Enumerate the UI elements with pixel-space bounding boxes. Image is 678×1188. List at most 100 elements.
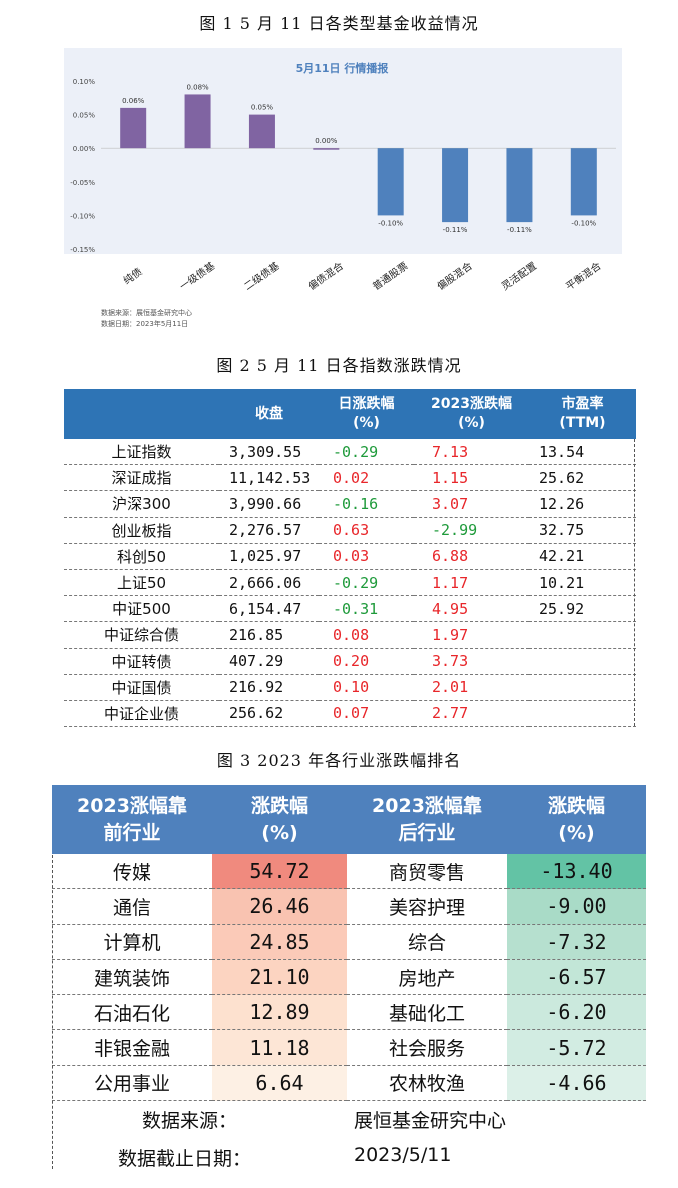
table-row: 中证企业债 256.62 0.07 2.77 [64, 700, 636, 728]
data-label: -0.10% [378, 219, 403, 227]
bottom-industry-pct: -4.66 [507, 1065, 646, 1102]
close-value: 11,142.53 [219, 464, 319, 492]
data-label: -0.11% [507, 226, 532, 234]
chart-source-note: 数据来源：展恒基金研究中心 [101, 309, 192, 317]
ytd-change: 4.95 [414, 595, 529, 623]
day-change: -0.16 [319, 490, 414, 518]
top-industry: 非银金融 [52, 1029, 212, 1066]
index-name: 中证综合债 [64, 621, 219, 649]
bar-纯债 [120, 107, 147, 149]
category-label: 偏债混合 [306, 259, 346, 293]
pe-value [529, 648, 636, 675]
day-change: 0.63 [319, 517, 414, 544]
bottom-industry: 商贸零售 [347, 854, 507, 890]
bottom-industry: 基础化工 [347, 994, 507, 1031]
bottom-industry-pct: -6.20 [507, 994, 646, 1031]
fund-return-chart: 5月11日 行情播报 0.10% 0.05% 0.00% -0.05% -0.10% -0.… [64, 48, 622, 332]
category-label: 平衡混合 [563, 259, 603, 293]
top-industry: 建筑装饰 [52, 959, 212, 996]
table-row: 上证50 2,666.06 -0.29 1.17 10.21 [64, 569, 636, 597]
day-change: 0.03 [319, 543, 414, 570]
ytd-change: 1.97 [414, 621, 529, 649]
category-label: 二级债基 [241, 259, 281, 293]
footer-source-row: 数据来源： 展恒基金研究中心 [52, 1100, 646, 1138]
table-row: 科创50 1,025.97 0.03 6.88 42.21 [64, 543, 636, 570]
table-row: 深证成指 11,142.53 0.02 1.15 25.62 [64, 464, 636, 492]
close-value: 2,276.57 [219, 517, 319, 544]
index-name: 上证指数 [64, 439, 219, 466]
figure-1-caption: 图 1 5 月 11 日各类型基金收益情况 [199, 14, 479, 33]
y-tick-label: 0.05% [73, 112, 96, 120]
fund-return-chart-svg: 5月11日 行情播报 0.10% 0.05% 0.00% -0.05% -0.10% -0.… [70, 61, 616, 293]
data-label: 0.05% [251, 104, 274, 112]
pe-value [529, 674, 636, 701]
ytd-change: 2.77 [414, 700, 529, 728]
header-top-industry: 2023涨幅靠 前行业 [52, 785, 212, 854]
figure-3-caption: 图 3 2023 年各行业涨跌幅排名 [216, 751, 462, 770]
table-row: 通信 26.46 美容护理 -9.00 [52, 888, 646, 925]
table-row: 中证500 6,154.47 -0.31 4.95 25.92 [64, 595, 636, 623]
table-right-border [634, 439, 635, 726]
pe-value [529, 621, 636, 649]
ytd-change: -2.99 [414, 517, 529, 544]
pe-value: 25.92 [529, 595, 636, 623]
header-bottom-industry: 2023涨幅靠 后行业 [347, 785, 507, 854]
bottom-industry-pct: -6.57 [507, 959, 646, 996]
industry-ranking-table: 2023涨幅靠 前行业 涨跌幅 (%) 2023涨幅靠 后行业 涨跌幅 (%) 传媒 54… [52, 785, 646, 1102]
bar-二级债基 [248, 114, 275, 149]
data-label: 0.00% [315, 137, 338, 145]
index-name: 沪深300 [64, 490, 219, 518]
chart-title: 5月11日 行情播报 [296, 61, 390, 75]
day-change: -0.29 [319, 569, 414, 597]
close-value: 6,154.47 [219, 595, 319, 623]
table-header-row: 2023涨幅靠 前行业 涨跌幅 (%) 2023涨幅靠 后行业 涨跌幅 (%) [52, 785, 646, 854]
bottom-industry-pct: -5.72 [507, 1029, 646, 1066]
table-row: 中证国债 216.92 0.10 2.01 [64, 674, 636, 701]
table-row: 计算机 24.85 综合 -7.32 [52, 924, 646, 960]
index-name: 上证50 [64, 569, 219, 597]
ytd-change: 7.13 [414, 439, 529, 466]
category-label: 纯债 [121, 265, 145, 287]
table-row: 中证综合债 216.85 0.08 1.97 [64, 621, 636, 649]
top-industry: 计算机 [52, 924, 212, 960]
top-industry: 公用事业 [52, 1065, 212, 1102]
pe-value: 12.26 [529, 490, 636, 518]
bar-平衡混合 [570, 148, 597, 216]
table-row: 上证指数 3,309.55 -0.29 7.13 13.54 [64, 439, 636, 466]
day-change: -0.29 [319, 439, 414, 466]
top-industry-pct: 54.72 [212, 854, 347, 890]
day-change: 0.07 [319, 700, 414, 728]
table-row: 中证转债 407.29 0.20 3.73 [64, 648, 636, 675]
pe-value: 13.54 [529, 439, 636, 466]
bar-偏债混合 [313, 148, 340, 150]
table-row: 非银金融 11.18 社会服务 -5.72 [52, 1029, 646, 1066]
pe-value: 32.75 [529, 517, 636, 544]
y-tick-label: 0.00% [73, 145, 96, 153]
bar-普通股票 [377, 148, 404, 216]
footer-source-label: 数据来源： [142, 1110, 238, 1132]
top-industry-pct: 21.10 [212, 959, 347, 996]
category-label: 灵活配置 [499, 260, 539, 293]
table-footer: 数据来源： 展恒基金研究中心 数据截止日期： 2023/5/11 [52, 1100, 646, 1176]
close-value: 256.62 [219, 700, 319, 728]
close-value: 407.29 [219, 648, 319, 675]
day-change: 0.08 [319, 621, 414, 649]
top-industry-pct: 11.18 [212, 1029, 347, 1066]
index-name: 中证转债 [64, 648, 219, 675]
bottom-industry: 美容护理 [347, 888, 507, 925]
ytd-change: 3.73 [414, 648, 529, 675]
ytd-change: 2.01 [414, 674, 529, 701]
bar-一级债基 [184, 94, 211, 149]
footer-date-label: 数据截止日期： [118, 1148, 252, 1170]
top-industry-pct: 24.85 [212, 924, 347, 960]
top-industry: 传媒 [52, 854, 212, 890]
pe-value: 10.21 [529, 569, 636, 597]
bottom-industry-pct: -13.40 [507, 854, 646, 890]
index-name: 深证成指 [64, 464, 219, 492]
data-label: 0.06% [122, 97, 145, 105]
header-bottom-pct: 涨跌幅 (%) [507, 785, 646, 854]
close-value: 2,666.06 [219, 569, 319, 597]
figure-2-caption: 图 2 5 月 11 日各指数涨跌情况 [216, 356, 462, 375]
top-industry-pct: 12.89 [212, 994, 347, 1031]
bottom-industry: 综合 [347, 924, 507, 960]
